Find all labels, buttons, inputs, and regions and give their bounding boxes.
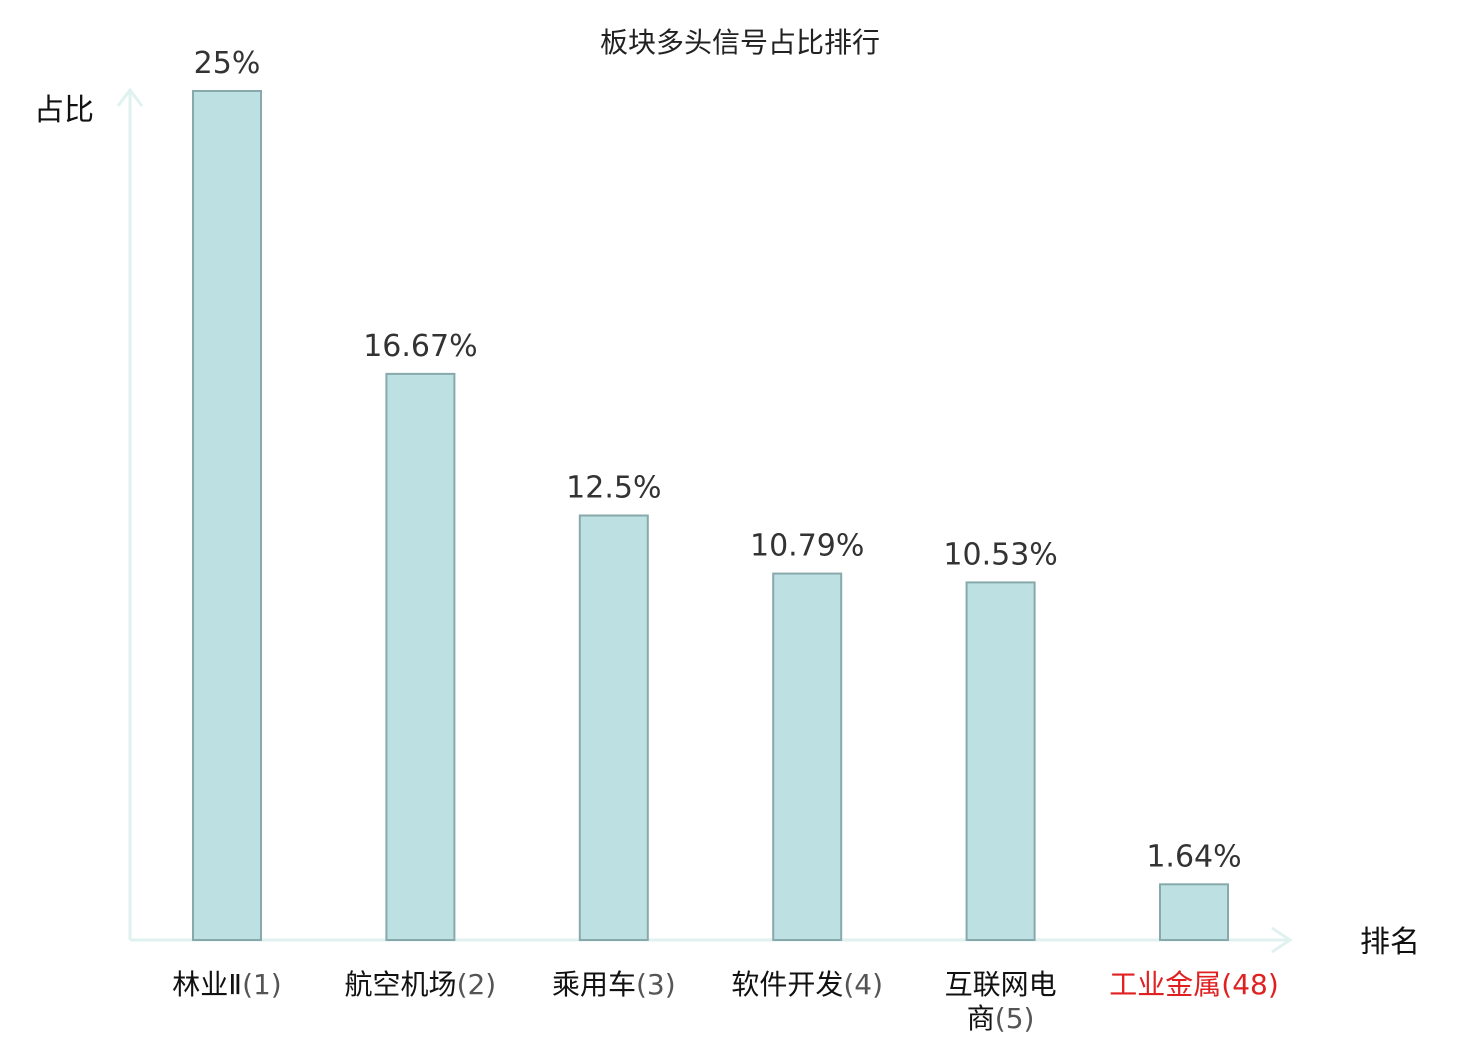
chart-title: 板块多头信号占比排行 [600, 26, 880, 59]
category-label-3: 乘用车(3) [552, 968, 676, 1001]
bar-3 [578, 514, 649, 941]
category-label-1: 林业Ⅱ(1) [172, 968, 281, 1001]
category-rank: (2) [457, 968, 497, 1001]
data-label-6: 1.64% [1146, 839, 1241, 874]
category-name: 航空机场 [345, 968, 457, 1001]
category-rank: (48) [1221, 968, 1278, 1001]
category-name: 工业金属 [1109, 968, 1221, 1001]
category-rank: (3) [636, 968, 676, 1001]
category-name: 乘用车 [552, 968, 636, 1001]
x-axis-label: 排名 [1360, 925, 1420, 960]
category-label-5: 互联网电商(5) [945, 968, 1057, 1035]
bar-5 [965, 581, 1036, 941]
category-name: 软件开发 [731, 968, 843, 1001]
category-rank: (4) [843, 968, 883, 1001]
bar-group: 25% 林业Ⅱ(1) 16.67% 航空机场(2) 12.5% 乘用车(3) 10.79% 软… [172, 46, 1278, 1035]
category-rank: (1) [242, 968, 282, 1001]
bar-4 [772, 572, 843, 941]
bar-6 [1159, 883, 1229, 942]
category-label-4: 软件开发(4) [731, 968, 883, 1001]
data-label-3: 12.5% [566, 471, 661, 506]
category-rank: (5) [995, 1002, 1035, 1035]
category-name-cont: 商 [967, 1002, 995, 1035]
y-axis-label: 占比 [34, 93, 94, 128]
category-name: 互联网电 [945, 968, 1057, 1001]
x-axis-arrow-icon [1271, 926, 1293, 954]
data-label-1: 25% [194, 46, 261, 81]
category-label-2: 航空机场(2) [345, 968, 497, 1001]
data-label-4: 10.79% [750, 529, 864, 564]
data-label-2: 16.67% [363, 329, 477, 364]
data-label-5: 10.53% [943, 537, 1057, 572]
bar-2 [385, 372, 456, 942]
category-name: 林业Ⅱ [172, 968, 242, 1001]
bar-1 [192, 90, 262, 941]
y-axis-arrow-icon [116, 87, 144, 107]
category-label-6: 工业金属(48) [1109, 968, 1279, 1001]
